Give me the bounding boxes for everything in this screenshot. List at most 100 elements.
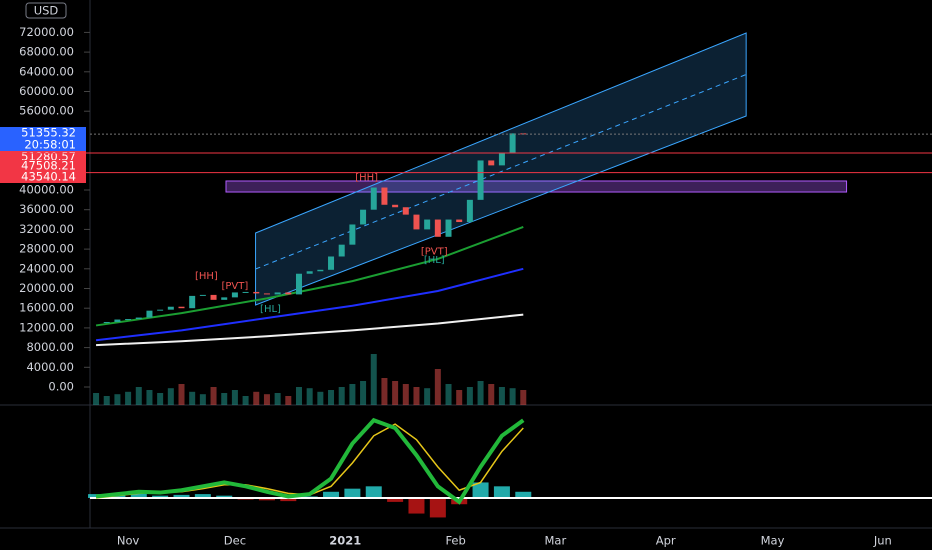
volume-bar bbox=[456, 390, 463, 405]
level-box bbox=[0, 127, 86, 139]
currency[interactable]: USD bbox=[34, 4, 59, 18]
candle bbox=[199, 294, 206, 296]
volume-bar bbox=[167, 388, 174, 405]
channel bbox=[255, 32, 747, 306]
volume-bar bbox=[328, 390, 335, 405]
volume-bar bbox=[370, 354, 377, 405]
candle bbox=[392, 204, 399, 208]
volume-bar bbox=[157, 393, 164, 405]
volume-bar bbox=[295, 387, 302, 405]
y-tick-label: 36000.00 bbox=[19, 202, 74, 216]
volume-bar bbox=[360, 381, 367, 405]
volume-bar bbox=[488, 384, 495, 405]
volume-bar bbox=[477, 381, 484, 405]
volume-bar bbox=[93, 393, 100, 405]
oscillator-bar bbox=[387, 498, 404, 502]
candle bbox=[488, 160, 495, 166]
volume-bar bbox=[381, 378, 388, 405]
candle bbox=[274, 292, 281, 295]
oscillator-bar bbox=[216, 495, 233, 498]
oscillator-bar bbox=[173, 494, 190, 498]
candle bbox=[253, 291, 260, 294]
y-tick-label: 68000.00 bbox=[19, 45, 74, 59]
volume-bar bbox=[114, 394, 121, 405]
oscillator-main bbox=[95, 417, 525, 505]
volume-bar bbox=[135, 387, 142, 405]
volume-bar bbox=[434, 369, 441, 405]
candle bbox=[360, 209, 367, 225]
volume-bar bbox=[392, 381, 399, 405]
candle bbox=[349, 224, 356, 245]
candle bbox=[413, 214, 420, 230]
volume-bar bbox=[221, 393, 228, 405]
volume-bar bbox=[349, 384, 356, 405]
candle bbox=[167, 306, 174, 310]
candle bbox=[210, 294, 217, 300]
volume-bar bbox=[189, 391, 196, 405]
volume-bar bbox=[263, 394, 270, 405]
x-tick-label: 2021 bbox=[329, 534, 361, 548]
volume-bar bbox=[466, 387, 473, 405]
annotation: [HL] bbox=[260, 304, 281, 315]
candle bbox=[381, 187, 388, 205]
x-tick-label: Dec bbox=[224, 534, 246, 548]
channel-midline bbox=[255, 74, 747, 270]
oscillator-bar bbox=[152, 495, 169, 498]
level-label: 47508.21 bbox=[21, 159, 76, 173]
candle bbox=[445, 219, 452, 237]
level-label: 43540.14 bbox=[21, 170, 76, 184]
candle bbox=[125, 319, 132, 321]
currency-box[interactable] bbox=[25, 2, 67, 19]
volume-bar bbox=[285, 396, 292, 405]
volume-bar bbox=[178, 384, 185, 405]
moving-average bbox=[95, 226, 524, 327]
moving-average bbox=[95, 267, 524, 342]
candle bbox=[189, 295, 196, 309]
candle bbox=[103, 321, 110, 323]
volume-bar bbox=[424, 388, 431, 405]
volume-bar bbox=[413, 387, 420, 405]
y-tick-label: 40000.00 bbox=[19, 183, 74, 197]
candle bbox=[317, 269, 324, 272]
oscillator-bar bbox=[472, 482, 489, 498]
annotation: [PVT] bbox=[421, 247, 448, 258]
y-tick-label: 56000.00 bbox=[19, 104, 74, 118]
volume-bar bbox=[210, 387, 217, 405]
y-tick-label: 4000.00 bbox=[26, 360, 74, 374]
volume-bar bbox=[242, 396, 249, 405]
oscillator-bar bbox=[493, 486, 510, 498]
volume-bar bbox=[274, 393, 281, 405]
oscillator-bar bbox=[280, 498, 297, 502]
x-tick-label: Apr bbox=[656, 534, 676, 548]
y-tick-label: 28000.00 bbox=[19, 242, 74, 256]
candle bbox=[285, 292, 292, 295]
oscillator-bar bbox=[408, 498, 425, 514]
oscillator-bar bbox=[365, 486, 382, 498]
candle bbox=[306, 271, 313, 274]
candle bbox=[114, 319, 121, 322]
level-box bbox=[0, 171, 86, 183]
volume-bar bbox=[317, 391, 324, 405]
candle bbox=[295, 273, 302, 295]
volume-bar bbox=[338, 387, 345, 405]
x-tick-label: Mar bbox=[544, 534, 566, 548]
y-tick-label: 24000.00 bbox=[19, 261, 74, 275]
candle bbox=[402, 207, 409, 215]
annotation: [HL] bbox=[424, 255, 445, 266]
candle bbox=[242, 291, 249, 293]
y-tick-label: 32000.00 bbox=[19, 222, 74, 236]
level-box bbox=[0, 160, 86, 172]
candle bbox=[509, 133, 516, 154]
annotation: [HH] bbox=[355, 173, 378, 184]
y-tick-label: 16000.00 bbox=[19, 301, 74, 315]
volume-bar bbox=[146, 390, 153, 405]
candle bbox=[477, 160, 484, 200]
candle bbox=[146, 310, 153, 318]
x-tick-label: Nov bbox=[117, 534, 140, 548]
candle bbox=[338, 244, 345, 257]
candle bbox=[498, 153, 505, 166]
oscillator-bar bbox=[323, 491, 340, 498]
oscillator-bar bbox=[258, 498, 275, 501]
